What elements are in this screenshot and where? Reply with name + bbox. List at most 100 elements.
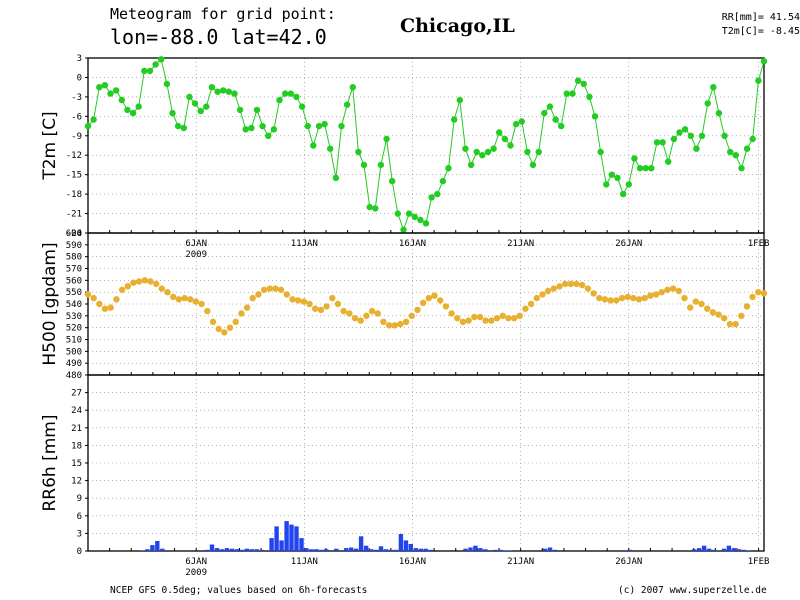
data-point	[130, 279, 137, 286]
data-point	[175, 296, 183, 303]
data-point	[636, 165, 644, 172]
data-point	[338, 122, 345, 130]
data-point	[505, 315, 512, 322]
data-point	[260, 286, 268, 293]
data-point	[329, 294, 336, 302]
precip-bar	[508, 550, 513, 551]
data-point	[625, 181, 632, 188]
data-point	[321, 120, 328, 128]
data-point	[266, 285, 273, 292]
panel-frame	[87, 374, 765, 552]
data-point	[209, 318, 217, 325]
precip-bar	[279, 540, 284, 551]
data-point	[380, 318, 387, 325]
y-tick-label: 590	[66, 241, 82, 251]
data-point	[186, 93, 193, 101]
data-point	[355, 148, 362, 156]
data-point	[439, 177, 447, 185]
y-tick-label: 580	[66, 253, 82, 263]
precip-bar	[741, 549, 747, 551]
x-tick-label: 21JAN	[507, 239, 534, 249]
data-point	[484, 148, 492, 156]
data-point	[204, 307, 211, 315]
data-point	[84, 291, 92, 298]
data-point	[181, 294, 188, 302]
data-point	[187, 296, 194, 303]
data-point	[490, 145, 497, 152]
data-point	[225, 88, 232, 95]
data-point	[584, 285, 592, 292]
data-point	[310, 142, 317, 149]
data-point	[214, 88, 221, 95]
x-tick-label: 16JAN	[399, 239, 426, 249]
precip-bar	[294, 526, 299, 551]
y-tick-label: 530	[66, 312, 82, 322]
data-point	[749, 135, 756, 143]
data-point	[693, 145, 700, 152]
data-point	[738, 312, 745, 319]
precip-bar	[493, 549, 498, 551]
x-tick-label: 1FEB	[748, 239, 770, 249]
data-point	[613, 297, 620, 304]
y-axis-label: H500 [gpdam]	[40, 242, 60, 365]
data-point	[601, 296, 609, 303]
data-point	[312, 305, 319, 312]
grid-point-coords: lon=-88.0 lat=42.0	[110, 25, 327, 49]
data-point	[368, 307, 376, 315]
data-point	[507, 142, 514, 149]
data-point	[755, 77, 762, 84]
data-point	[90, 116, 97, 123]
precip-bar	[239, 549, 244, 551]
precip-bar	[349, 547, 354, 551]
data-point	[620, 190, 627, 198]
data-point	[293, 93, 300, 101]
data-point	[431, 292, 438, 299]
data-point	[618, 294, 626, 302]
precip-bar	[418, 548, 423, 551]
data-point	[698, 300, 705, 308]
precip-bar	[334, 548, 339, 551]
data-point	[698, 132, 706, 139]
data-point	[462, 145, 469, 152]
data-point	[692, 298, 699, 305]
precip-bar	[324, 549, 329, 551]
data-point	[242, 126, 249, 133]
precip-bar	[711, 549, 717, 551]
data-point	[397, 320, 404, 328]
precip-bar	[383, 549, 389, 551]
data-point	[243, 304, 251, 311]
data-point	[726, 320, 734, 328]
data-point	[648, 165, 655, 172]
y-tick-label: 0	[77, 547, 82, 557]
data-point	[755, 289, 762, 296]
data-point	[681, 294, 688, 302]
data-point	[488, 317, 495, 324]
precip-bar	[249, 549, 254, 551]
data-point	[687, 304, 694, 311]
precip-bar	[145, 549, 150, 551]
precip-bar	[155, 541, 160, 551]
data-point	[562, 280, 569, 288]
data-point	[417, 216, 424, 224]
data-point	[516, 312, 523, 319]
data-point	[277, 286, 285, 293]
x-tick-label: 6JAN	[185, 239, 207, 249]
precip-bar	[254, 549, 259, 551]
data-point	[493, 315, 501, 322]
data-point	[653, 139, 661, 146]
precip-bar	[160, 548, 165, 551]
footer-source-note: NCEP GFS 0.5deg; values based on 6h-fore…	[110, 585, 368, 596]
precip-bar	[358, 536, 364, 551]
data-point	[215, 325, 222, 333]
data-point	[556, 283, 563, 290]
data-point	[363, 312, 370, 319]
precip-bar	[219, 549, 225, 551]
precip-bar	[483, 549, 488, 551]
data-point	[394, 210, 401, 217]
data-point	[366, 203, 373, 211]
data-point	[306, 300, 313, 308]
precip-bar	[393, 549, 399, 551]
data-point	[343, 101, 351, 108]
data-point	[84, 122, 92, 130]
